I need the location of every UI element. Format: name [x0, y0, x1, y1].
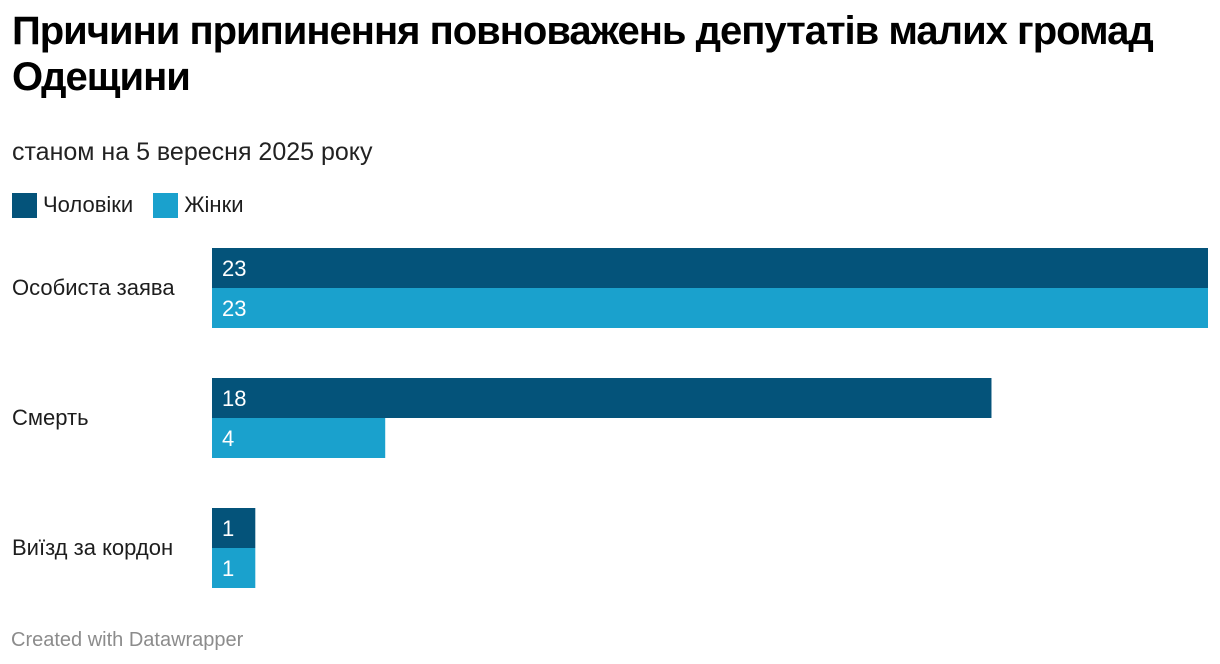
category-label: Особиста заява — [12, 275, 175, 300]
bar-group-moving-abroad: Виїзд за кордон 1 1 — [12, 508, 256, 588]
bar-women — [212, 418, 386, 458]
category-label: Виїзд за кордон — [12, 535, 173, 560]
category-label: Смерть — [12, 405, 89, 430]
bar-group-death: Смерть 18 4 — [12, 378, 992, 458]
legend: Чоловіки Жінки — [12, 191, 264, 219]
chart-title: Причини припинення повноважень депутатів… — [12, 9, 1154, 99]
value-label-women: 4 — [222, 426, 234, 451]
value-label-men: 1 — [222, 516, 234, 541]
value-label-women: 23 — [222, 296, 246, 321]
legend-item-women: Жінки — [153, 191, 244, 219]
bar-women — [212, 548, 256, 588]
legend-label-men: Чоловіки — [43, 192, 134, 217]
bar-group-personal-statement: Особиста заява 23 23 — [12, 248, 1208, 328]
value-label-women: 1 — [222, 556, 234, 581]
legend-swatch-men — [12, 192, 37, 218]
value-label-men: 18 — [222, 386, 246, 411]
legend-label-women: Жінки — [184, 192, 244, 217]
bar-men — [212, 508, 256, 548]
bar-men — [212, 378, 992, 418]
chart-subtitle: станом на 5 вересня 2025 року — [12, 138, 373, 166]
bar-men — [212, 248, 1208, 288]
bar-women — [212, 288, 1208, 328]
value-label-men: 23 — [222, 256, 246, 281]
footer-credit[interactable]: Created with Datawrapper — [11, 629, 244, 651]
legend-item-men: Чоловіки — [12, 191, 133, 219]
legend-swatch-women — [153, 192, 179, 218]
